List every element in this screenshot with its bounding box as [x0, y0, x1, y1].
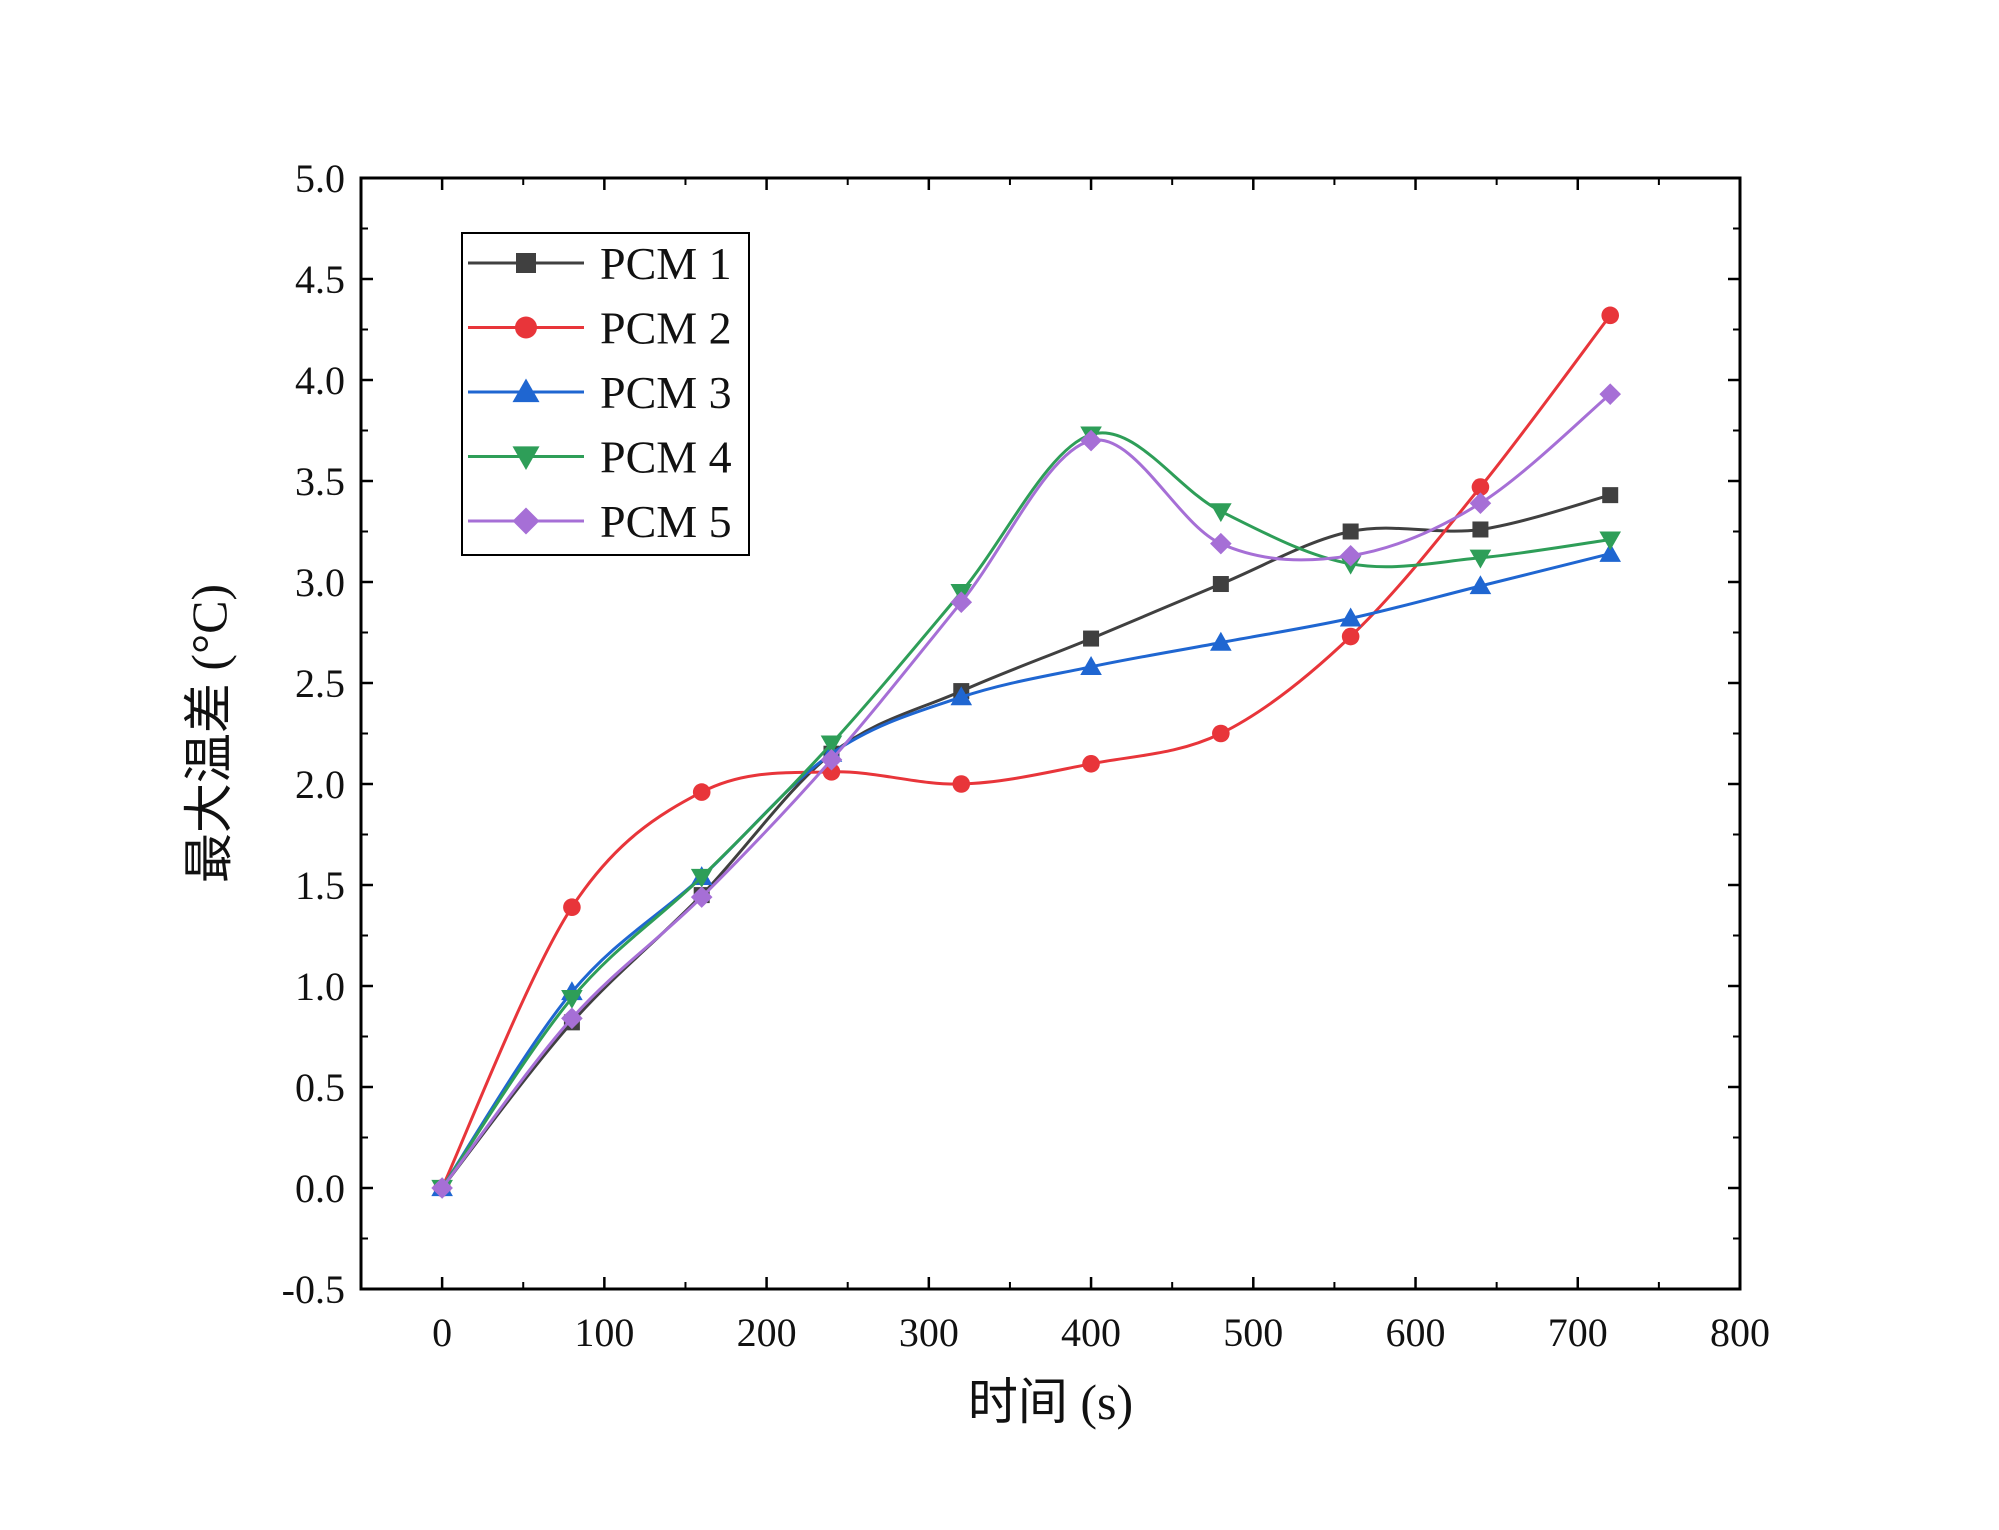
- data-point: [1083, 630, 1100, 647]
- series-1: [434, 487, 1619, 1196]
- y-tick-label: 1.5: [295, 863, 345, 908]
- y-tick-label: 4.5: [295, 257, 345, 302]
- data-point: [1601, 306, 1620, 325]
- x-tick-label: 500: [1223, 1310, 1283, 1355]
- y-tick-label: 0.0: [295, 1166, 345, 1211]
- series-2: [433, 306, 1620, 1197]
- data-point: [1080, 656, 1102, 675]
- y-tick-label: 3.5: [295, 459, 345, 504]
- y-tick-label: 3.0: [295, 560, 345, 605]
- data-point: [1210, 503, 1232, 523]
- data-point: [1469, 492, 1492, 515]
- data-point: [1472, 521, 1489, 538]
- x-tick-label: 800: [1710, 1310, 1770, 1355]
- data-point: [1082, 755, 1100, 773]
- data-point: [1212, 576, 1229, 593]
- data-point: [561, 1007, 583, 1030]
- legend-item-5: PCM 5: [468, 496, 732, 547]
- legend-marker: [512, 378, 540, 403]
- y-axis-title: 最大温差 (°C): [181, 584, 237, 883]
- legend-label: PCM 5: [600, 496, 732, 547]
- data-point: [950, 591, 973, 613]
- data-point: [1602, 487, 1619, 504]
- legend-label: PCM 1: [600, 238, 732, 289]
- legend-item-1: PCM 1: [468, 238, 732, 289]
- data-point: [431, 1177, 453, 1199]
- data-point: [692, 783, 711, 801]
- legend-label: PCM 4: [600, 432, 732, 483]
- data-point: [952, 775, 971, 793]
- data-point: [563, 898, 581, 917]
- data-point: [1341, 627, 1360, 646]
- data-point: [822, 763, 841, 781]
- legend-item-3: PCM 3: [468, 367, 732, 418]
- data-point: [1342, 523, 1359, 540]
- data-point: [1599, 531, 1622, 551]
- ticks-layer: 0 100 200 300 400 500 600 700 800 -0.5 0.0 0.5 1.0 1.…: [282, 156, 1770, 1355]
- y-tick-label: 2.5: [295, 661, 345, 706]
- y-tick-label: -0.5: [282, 1267, 345, 1312]
- series-line-1: [440, 493, 1611, 1189]
- x-tick-label: 0: [432, 1310, 452, 1355]
- data-point: [1210, 631, 1232, 651]
- data-point: [1339, 607, 1362, 627]
- data-point: [1469, 575, 1492, 595]
- y-tick-label: 4.0: [295, 358, 345, 403]
- legend-box: [461, 232, 750, 556]
- legend-marker: [516, 253, 536, 273]
- data-point: [1212, 724, 1230, 743]
- series-line-3: [440, 552, 1611, 1189]
- x-tick-label: 100: [574, 1310, 634, 1355]
- y-tick-label: 1.0: [295, 964, 345, 1009]
- legend-marker: [512, 446, 540, 470]
- data-point: [1339, 544, 1362, 567]
- x-axis-title: 时间 (s): [968, 1374, 1133, 1430]
- data-point: [1599, 383, 1622, 405]
- data-point: [690, 868, 713, 888]
- data-point: [1469, 549, 1492, 569]
- legend-marker: [512, 507, 540, 535]
- x-tick-label: 400: [1061, 1310, 1121, 1355]
- legend-label: PCM 2: [600, 303, 732, 354]
- y-tick-label: 2.0: [295, 762, 345, 807]
- legend-item-2: PCM 2: [468, 303, 732, 354]
- series-layer: [431, 306, 1622, 1199]
- y-tick-label: 5.0: [295, 156, 345, 201]
- series-line-2: [440, 314, 1612, 1189]
- data-point: [1599, 542, 1622, 562]
- x-tick-label: 600: [1386, 1310, 1446, 1355]
- data-point: [1080, 429, 1102, 452]
- series-5: [431, 383, 1622, 1199]
- data-point: [820, 735, 843, 755]
- series-line-4: [440, 431, 1611, 1189]
- series-3: [431, 542, 1622, 1197]
- y-tick-label: 0.5: [295, 1065, 345, 1110]
- x-tick-label: 700: [1548, 1310, 1608, 1355]
- series-line-5: [440, 392, 1612, 1189]
- data-point: [950, 686, 973, 706]
- x-tick-label: 200: [737, 1310, 797, 1355]
- data-point: [820, 748, 843, 771]
- legend: PCM 1 PCM 2 PCM 3 PCM 4 PCM 5: [461, 232, 750, 556]
- legend-marker: [515, 316, 537, 339]
- data-point: [1471, 478, 1490, 496]
- data-point: [1210, 532, 1232, 555]
- data-point: [690, 886, 713, 908]
- legend-item-4: PCM 4: [468, 432, 732, 483]
- data-point: [561, 990, 583, 1009]
- x-tick-label: 300: [899, 1310, 959, 1355]
- legend-label: PCM 3: [600, 367, 732, 418]
